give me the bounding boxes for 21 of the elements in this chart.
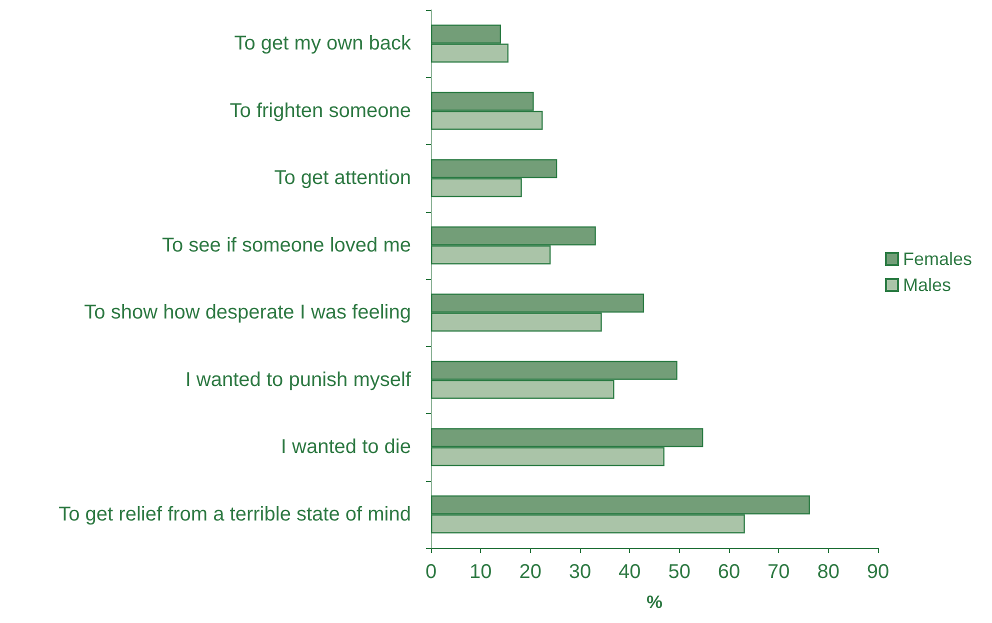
x-axis-title: %	[646, 592, 663, 612]
y-tick-label: To see if someone loved me	[162, 234, 411, 256]
x-tick-label: 30	[568, 561, 592, 583]
x-tick-label: 70	[768, 561, 790, 583]
y-tick-label: To get attention	[274, 167, 411, 190]
y-tick-label: I wanted to die	[280, 436, 411, 458]
y-tick-label: To get my own back	[234, 32, 412, 55]
x-tick-label: 90	[866, 561, 890, 583]
x-tick-label: 20	[519, 561, 542, 583]
x-tick-label: 40	[618, 561, 641, 583]
legend-label: Females	[902, 249, 972, 269]
y-tick-label: To frighten someone	[230, 100, 411, 122]
x-tick-label: 0	[425, 561, 437, 583]
y-tick-label: To get relief from a terrible state of mind	[58, 503, 411, 526]
x-tick-label: 80	[817, 561, 840, 583]
x-tick-label: 60	[718, 561, 740, 583]
y-tick-label: To show how desperate I was feeling	[84, 302, 411, 324]
x-tick-label: 50	[668, 561, 690, 583]
x-tick-label: 10	[470, 561, 492, 583]
legend-label: Males	[902, 275, 951, 295]
y-tick-label: I wanted to punish myself	[185, 368, 412, 391]
